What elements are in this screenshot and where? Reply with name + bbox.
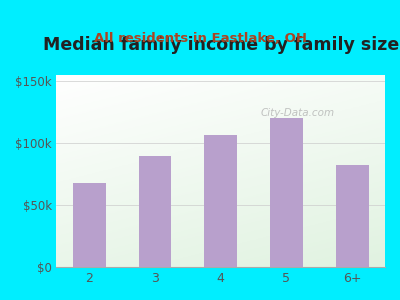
- Bar: [139, 156, 172, 267]
- Bar: [336, 166, 368, 267]
- Bar: [204, 134, 237, 267]
- Text: City-Data.com: City-Data.com: [260, 108, 334, 118]
- Title: Median family income by family size: Median family income by family size: [43, 36, 399, 54]
- Bar: [270, 118, 303, 267]
- Text: All residents in Eastlake, OH: All residents in Eastlake, OH: [94, 32, 306, 44]
- Bar: [73, 183, 106, 267]
